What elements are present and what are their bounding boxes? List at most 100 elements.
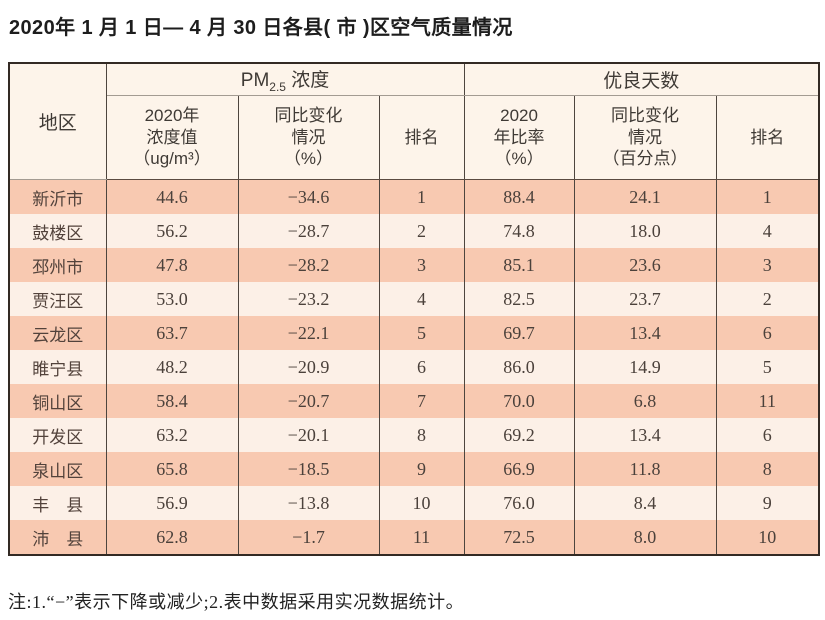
days-change-cell: 8.4 [573,486,717,520]
pm-value-cell: 56.2 [105,214,239,248]
days-rank-cell: 11 [715,384,820,418]
days-rate-cell: 76.0 [463,486,575,520]
pm-value-cell: 56.9 [105,486,239,520]
days-rank-cell: 1 [715,179,820,214]
header-pm-group: PM2.5 浓度 [105,63,465,96]
table-header: 地区 PM2.5 浓度 优良天数 2020年 浓度值 （ug/m³） 同比变化 … [8,63,820,180]
days-change-cell: 13.4 [573,418,717,452]
region-cell: 丰 县 [8,486,107,520]
pm-value-cell: 63.2 [105,418,239,452]
header-group-row: 地区 PM2.5 浓度 优良天数 [8,63,820,180]
table-row: 铜山区 58.4 −20.7 7 70.0 6.8 11 [8,384,820,418]
pm-rank-cell: 4 [378,282,465,316]
table-row: 贾汪区 53.0 −23.2 4 82.5 23.7 2 [8,282,820,316]
days-rank-cell: 8 [715,452,820,486]
header-days-rate: 2020 年比率 （%） [463,95,575,180]
table-row: 丰 县 56.9 −13.8 10 76.0 8.4 9 [8,486,820,520]
pm-rank-cell: 7 [378,384,465,418]
days-change-cell: 6.8 [573,384,717,418]
pm-change-cell: −34.6 [237,179,380,214]
days-rate-cell: 86.0 [463,350,575,384]
region-cell: 邳州市 [8,248,107,282]
pm-subscript: 2.5 [269,79,286,94]
days-rate-cell: 70.0 [463,384,575,418]
region-cell: 沛 县 [8,520,107,555]
days-rank-cell: 5 [715,350,820,384]
days-rank-cell: 2 [715,282,820,316]
header-pm-rank: 排名 [378,95,465,180]
pm-rank-cell: 3 [378,248,465,282]
days-rate-cell: 74.8 [463,214,575,248]
header-days-group: 优良天数 [463,63,820,96]
table-row: 开发区 63.2 −20.1 8 69.2 13.4 6 [8,418,820,452]
pm-change-cell: −13.8 [237,486,380,520]
pm-value-cell: 47.8 [105,248,239,282]
table-row: 沛 县 62.8 −1.7 11 72.5 8.0 10 [8,520,820,555]
pm-rank-cell: 5 [378,316,465,350]
region-cell: 泉山区 [8,452,107,486]
header-sub-row: 2020年 浓度值 （ug/m³） 同比变化 情况 （%） 排名 2020 年比… [9,95,820,180]
days-change-cell: 13.4 [573,316,717,350]
footnote: 注:1.“−”表示下降或减少;2.表中数据采用实况数据统计。 [8,592,465,612]
days-rate-cell: 72.5 [463,520,575,555]
pm-rank-cell: 8 [378,418,465,452]
days-rank-cell: 3 [715,248,820,282]
pm-value-cell: 65.8 [105,452,239,486]
days-rate-cell: 69.2 [463,418,575,452]
page-title: 2020年 1 月 1 日— 4 月 30 日各县( 市 )区空气质量情况 [9,17,513,39]
table-row: 睢宁县 48.2 −20.9 6 86.0 14.9 5 [8,350,820,384]
days-rank-cell: 6 [715,418,820,452]
pm-change-cell: −20.7 [237,384,380,418]
region-cell: 铜山区 [8,384,107,418]
days-change-cell: 14.9 [573,350,717,384]
header-days-change: 同比变化 情况 （百分点） [573,95,717,180]
days-rank-cell: 4 [715,214,820,248]
region-cell: 贾汪区 [8,282,107,316]
days-rank-cell: 9 [715,486,820,520]
pm-rank-cell: 10 [378,486,465,520]
pm-value-cell: 58.4 [105,384,239,418]
days-rate-cell: 82.5 [463,282,575,316]
region-cell: 鼓楼区 [8,214,107,248]
pm-value-cell: 63.7 [105,316,239,350]
pm-value-cell: 62.8 [105,520,239,555]
pm-change-cell: −22.1 [237,316,380,350]
pm-rank-cell: 9 [378,452,465,486]
header-days-rank: 排名 [715,95,820,180]
pm-value-cell: 44.6 [105,179,239,214]
days-change-cell: 8.0 [573,520,717,555]
pm-change-cell: −28.7 [237,214,380,248]
days-rate-cell: 66.9 [463,452,575,486]
days-rank-cell: 6 [715,316,820,350]
days-change-cell: 18.0 [573,214,717,248]
table-row: 邳州市 47.8 −28.2 3 85.1 23.6 3 [8,248,820,282]
pm-rank-cell: 6 [378,350,465,384]
pm-suffix: 浓度 [285,70,330,92]
table-row: 泉山区 65.8 −18.5 9 66.9 11.8 8 [8,452,820,486]
pm-rank-cell: 11 [378,520,465,555]
pm-change-cell: −28.2 [237,248,380,282]
pm-value-cell: 48.2 [105,350,239,384]
days-rate-cell: 88.4 [463,179,575,214]
header-pm-value: 2020年 浓度值 （ug/m³） [105,95,239,180]
days-change-cell: 23.6 [573,248,717,282]
region-cell: 新沂市 [8,179,107,214]
days-rate-cell: 85.1 [463,248,575,282]
pm-change-cell: −20.1 [237,418,380,452]
table-row: 新沂市 44.6 −34.6 1 88.4 24.1 1 [8,179,820,214]
region-cell: 云龙区 [8,316,107,350]
region-cell: 开发区 [8,418,107,452]
pm-rank-cell: 1 [378,179,465,214]
days-change-cell: 23.7 [573,282,717,316]
days-rank-cell: 10 [715,520,820,555]
pm-rank-cell: 2 [378,214,465,248]
table-row: 云龙区 63.7 −22.1 5 69.7 13.4 6 [8,316,820,350]
days-change-cell: 11.8 [573,452,717,486]
days-rate-cell: 69.7 [463,316,575,350]
header-region: 地区 [8,63,107,180]
pm-value-cell: 53.0 [105,282,239,316]
region-cell: 睢宁县 [8,350,107,384]
pm-change-cell: −23.2 [237,282,380,316]
pm-change-cell: −20.9 [237,350,380,384]
